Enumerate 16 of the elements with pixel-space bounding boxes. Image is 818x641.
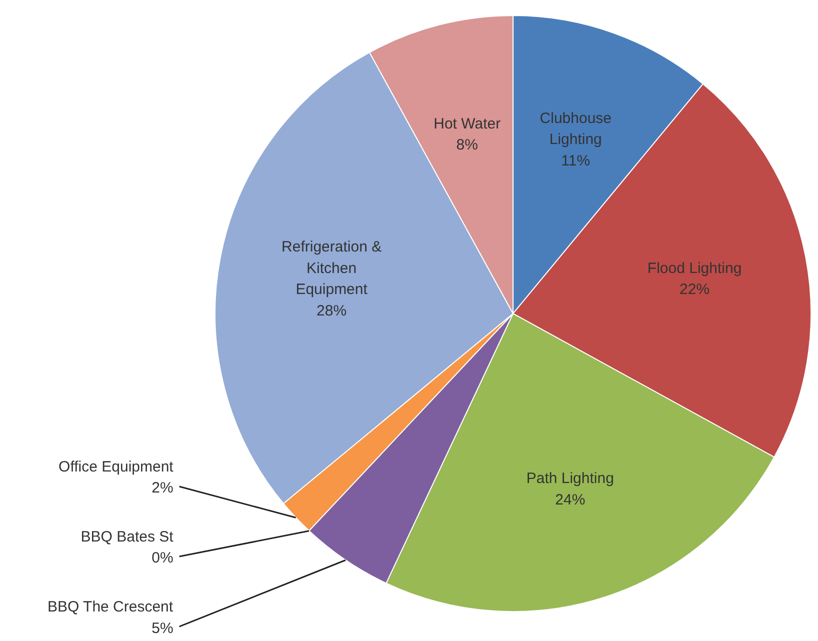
category-label: BBQ Bates St <box>80 528 174 546</box>
slice-label: Hot Water <box>434 115 501 132</box>
text: 0% <box>152 550 174 567</box>
slice-label: BBQ The Crescent <box>47 598 174 616</box>
data-label: 24% <box>555 491 586 508</box>
data-label: 8% <box>456 136 478 154</box>
slice-label: Path Lighting <box>526 470 614 488</box>
slice-label: Office Equipment <box>58 458 174 476</box>
data-label: 22% <box>680 281 710 298</box>
data-label: 2% <box>152 480 174 497</box>
data-label: 28% <box>316 302 347 320</box>
slice-label: Clubhouse Lighting <box>540 110 612 148</box>
slice-label: Flood Lighting <box>647 260 742 277</box>
data-label: 11% <box>561 152 590 170</box>
data-label: 5% <box>152 620 174 637</box>
slice-label: Refrigeration & Kitchen Equipment <box>282 238 382 298</box>
